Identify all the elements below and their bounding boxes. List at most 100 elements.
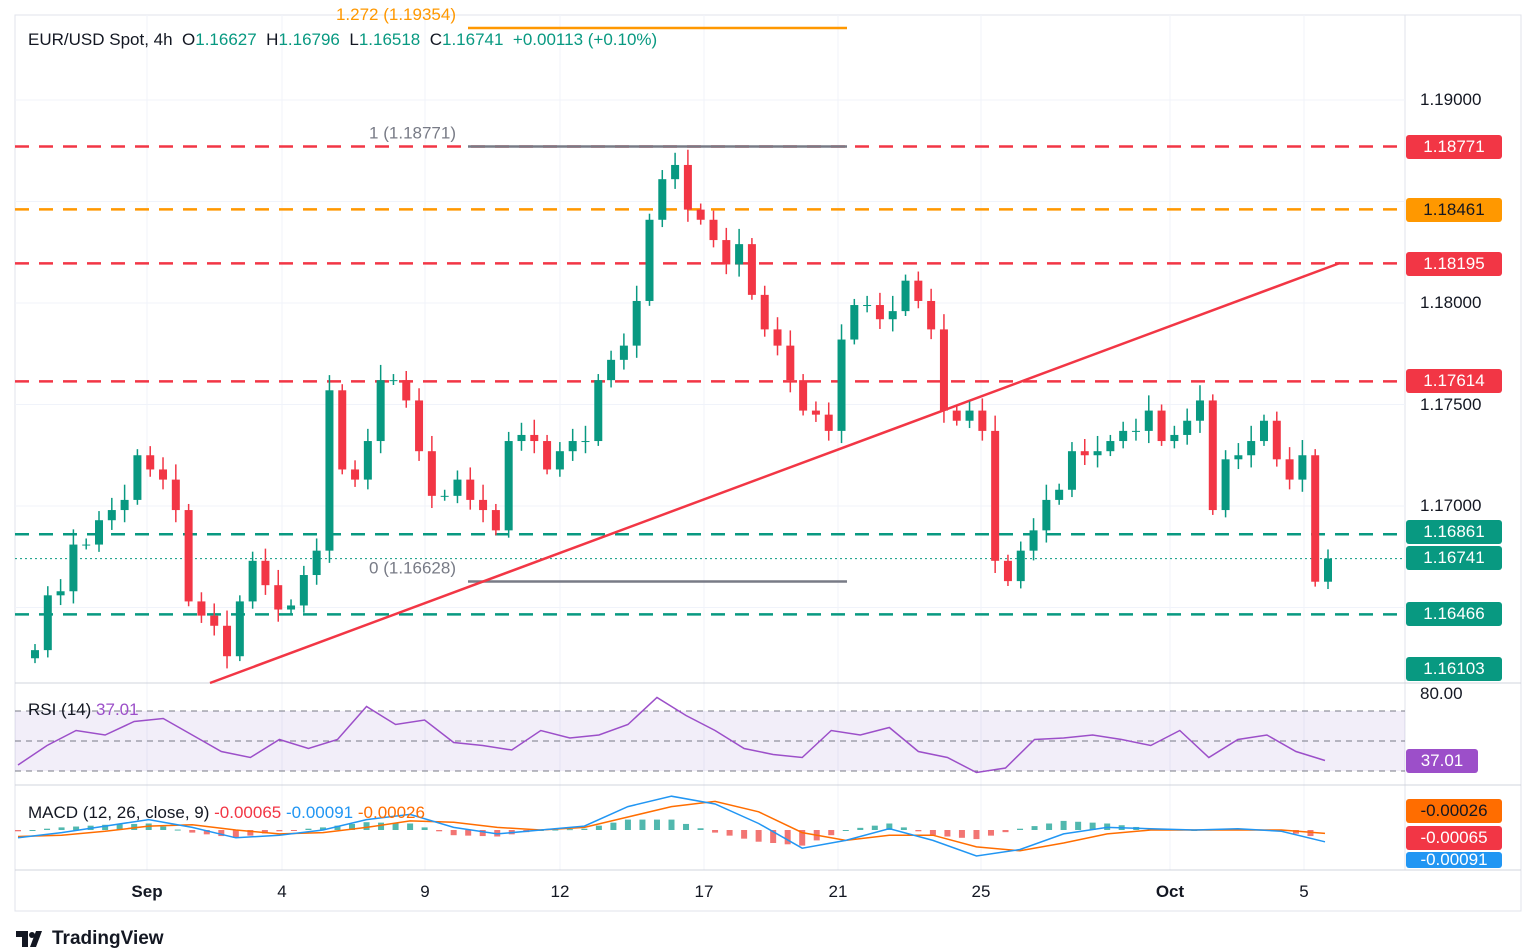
chart-frame [14, 14, 1522, 912]
rsi-title: RSI (14) [28, 700, 92, 719]
macd-histogram-bar [160, 826, 167, 830]
candle [171, 479, 180, 511]
candle [1055, 489, 1064, 500]
candle [1131, 430, 1140, 432]
candle [1247, 441, 1256, 456]
brand-name: TradingView [52, 928, 164, 949]
candle [671, 164, 680, 180]
candle [747, 244, 756, 295]
candle [261, 560, 270, 586]
macd-histogram-bar [247, 830, 254, 836]
price-tick: 1.17500 [1420, 395, 1482, 414]
macd-histogram-bar [683, 823, 690, 830]
macd-histogram-bar [436, 830, 443, 832]
macd-histogram-bar [755, 830, 762, 842]
macd-histogram-bar [1017, 828, 1024, 830]
level-tag: 1.18461 [1406, 198, 1502, 222]
macd-histogram-bar [552, 829, 559, 831]
macd-histogram-bar [770, 830, 777, 843]
candle [888, 311, 897, 320]
hist-tag: -0.00065 [1406, 826, 1502, 850]
level-tag: 1.18195 [1406, 252, 1502, 276]
tradingview-logo[interactable]: TradingView [16, 928, 164, 950]
macd-histogram-bar [639, 819, 646, 830]
candle [146, 455, 155, 470]
macd-histogram-bar [319, 827, 326, 830]
candle [389, 380, 398, 382]
low-label: L [349, 30, 359, 49]
macd-histogram-bar [697, 828, 704, 830]
rsi-line [17, 696, 1326, 774]
candle [1259, 420, 1268, 442]
candle [1029, 530, 1038, 551]
date-tick: 17 [694, 882, 714, 901]
candle [1324, 558, 1332, 582]
macd-histogram-bar [1089, 822, 1096, 830]
candle [1298, 455, 1307, 480]
candle [1093, 451, 1102, 456]
date-tick: 12 [550, 882, 570, 901]
candle [274, 585, 283, 610]
candle [939, 329, 948, 411]
candle [325, 390, 334, 551]
candle [811, 410, 820, 415]
macd-histogram-bar [261, 830, 268, 834]
rsi-legend: RSI (14) 37.01 [28, 700, 139, 720]
trendline [209, 261, 1341, 685]
candle [440, 495, 449, 497]
macd-histogram-bar [363, 822, 370, 830]
macd-histogram-bar [900, 827, 907, 830]
macd-histogram-bar [915, 830, 922, 832]
candle [837, 339, 846, 431]
candle [683, 164, 692, 210]
open-value: 1.16627 [195, 30, 257, 49]
macd-signal-line [17, 800, 1326, 852]
candle [107, 510, 116, 521]
candle [645, 219, 654, 301]
macd-signal-value: -0.00026 [357, 803, 425, 822]
macd-histogram-bar [479, 830, 486, 837]
macd-histogram-bar [653, 819, 660, 830]
candle [1208, 400, 1217, 511]
macd-histogram-bar [450, 830, 457, 836]
macd-histogram-bar [871, 825, 878, 830]
candle [376, 380, 385, 442]
macd-histogram-bar [842, 830, 849, 831]
macd-histogram-bar [1307, 830, 1314, 837]
date-tick: Sep [131, 882, 163, 901]
date-tick: 21 [828, 882, 848, 901]
macd-histogram-bar [189, 830, 196, 833]
candle [184, 510, 193, 602]
candle [159, 469, 168, 480]
macd-histogram-bar [290, 830, 297, 831]
candle [223, 625, 232, 657]
candle [914, 280, 923, 301]
candle [338, 390, 347, 470]
candle [1195, 400, 1204, 421]
candle [351, 469, 360, 480]
level-tag: 1.16466 [1406, 602, 1502, 626]
candle [120, 499, 129, 511]
candle [760, 294, 769, 330]
macd-histogram-bar [784, 830, 791, 845]
candle [1170, 434, 1179, 442]
macd-histogram-bar [334, 825, 341, 830]
rsi-tag: 37.01 [1406, 749, 1478, 773]
date-tick: 4 [277, 882, 287, 901]
macd-histogram-bar [973, 830, 980, 840]
candle [197, 601, 206, 616]
macd-histogram-bar [203, 830, 210, 835]
candle [607, 359, 616, 381]
macd-histogram-bar [624, 819, 631, 830]
date-tick: Oct [1155, 882, 1185, 901]
level-tag: 1.18771 [1406, 135, 1502, 159]
macd-histogram-bar [1002, 830, 1009, 833]
candle [568, 441, 577, 452]
candle [1042, 499, 1051, 531]
candle [1157, 410, 1166, 442]
candle [517, 434, 526, 442]
change-value: +0.00113 (+0.10%) [512, 30, 658, 49]
symbol-legend: EUR/USD Spot, 4h O1.16627 H1.16796 L1.16… [28, 30, 657, 50]
candle [1106, 441, 1115, 452]
